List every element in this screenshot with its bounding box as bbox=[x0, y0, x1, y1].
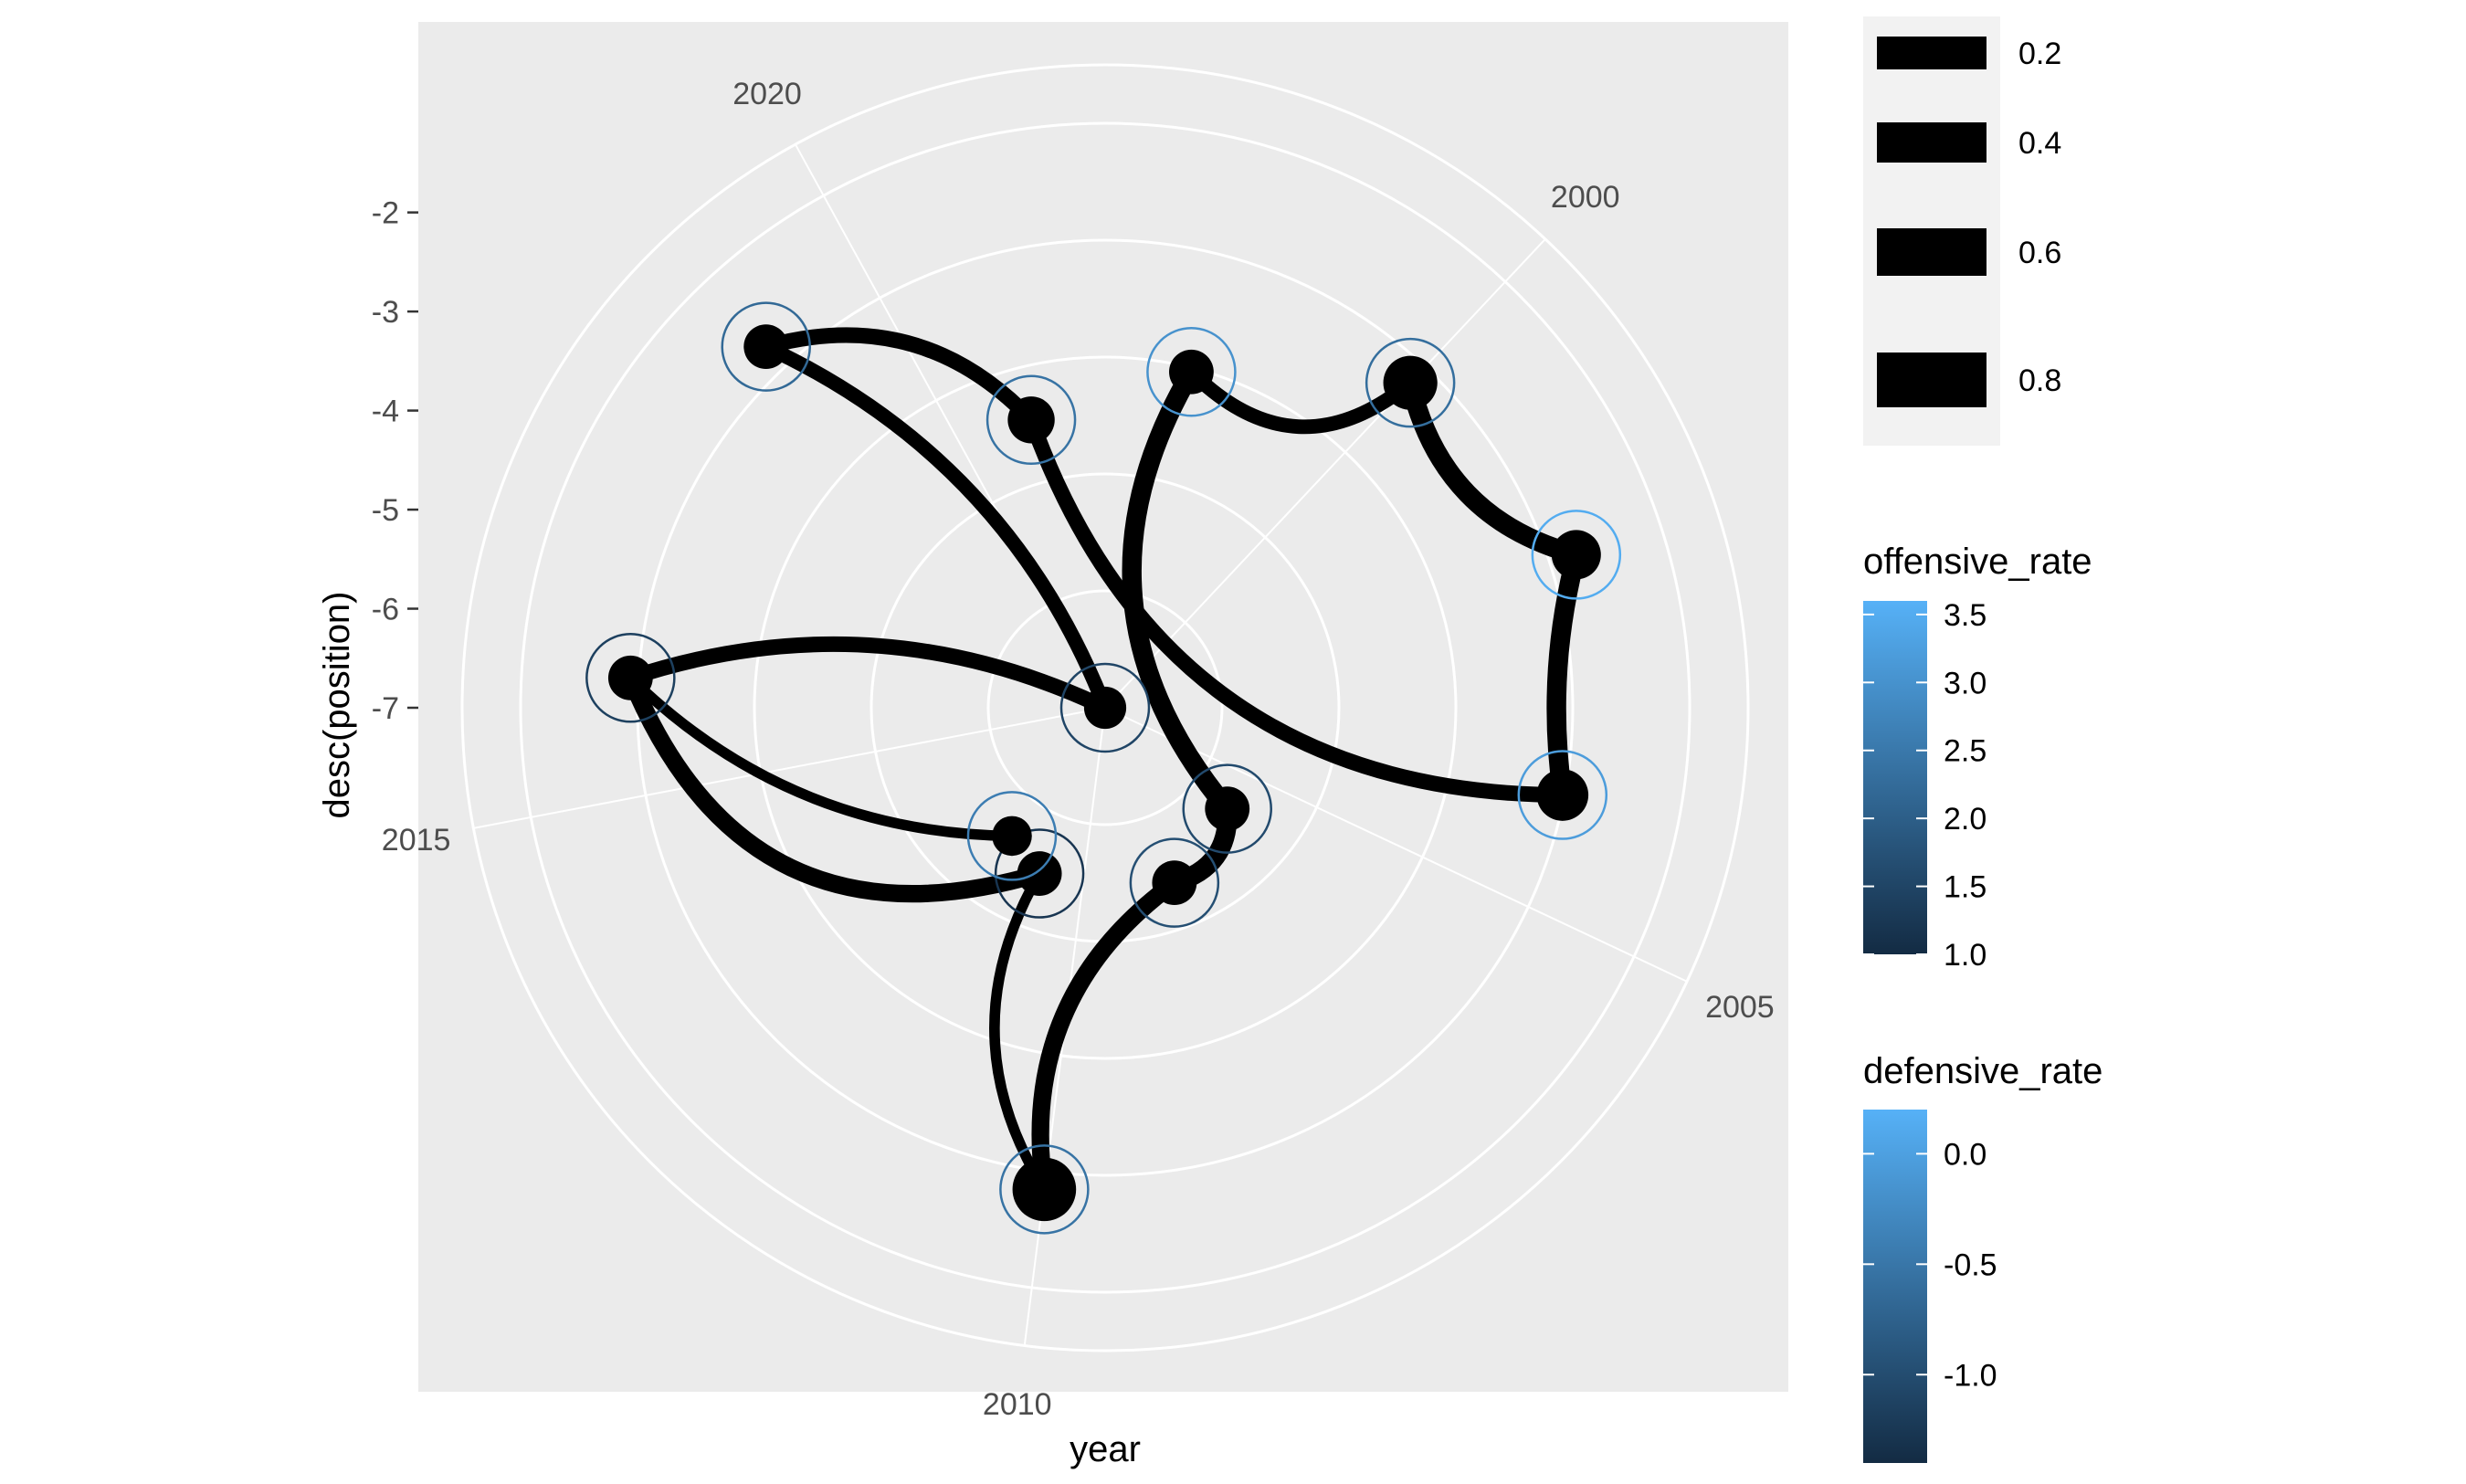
offensive-legend-label: 1.0 bbox=[1944, 938, 1986, 973]
grid-circle bbox=[753, 355, 1458, 1060]
data-point bbox=[607, 655, 653, 700]
offensive-legend-title: offensive_rate bbox=[1863, 542, 2092, 582]
point-ring bbox=[966, 791, 1058, 881]
y-tick-label: -6 bbox=[372, 593, 399, 627]
data-point bbox=[1551, 530, 1601, 580]
defensive-legend-label: 0.0 bbox=[1944, 1137, 1986, 1172]
point-ring bbox=[1146, 327, 1237, 417]
data-point bbox=[1169, 349, 1214, 395]
path-segment bbox=[1184, 364, 1418, 435]
point-ring bbox=[1182, 763, 1272, 854]
data-point bbox=[1083, 686, 1127, 730]
grid-circle bbox=[519, 121, 1691, 1294]
y-tick-label: -5 bbox=[372, 493, 399, 528]
grid-spoke bbox=[473, 707, 1106, 829]
size-legend-label: 0.8 bbox=[2018, 363, 2061, 398]
offensive-legend-label: 2.0 bbox=[1944, 802, 1986, 837]
angle-tick-label: 2020 bbox=[732, 77, 802, 111]
data-point bbox=[1012, 1157, 1077, 1222]
path-layer bbox=[621, 327, 1586, 1198]
y-tick-label: -2 bbox=[372, 196, 399, 231]
size-legend-point bbox=[1904, 353, 1959, 407]
data-point bbox=[1205, 786, 1250, 832]
path-segment bbox=[758, 327, 1039, 428]
path-segment bbox=[1400, 373, 1586, 565]
path-segment bbox=[625, 672, 1017, 842]
defensive-legend-label: -1.0 bbox=[1944, 1358, 1997, 1393]
data-point bbox=[1383, 355, 1438, 410]
point-layer bbox=[585, 301, 1622, 1235]
path-segment bbox=[758, 339, 1112, 715]
data-point bbox=[1536, 769, 1589, 821]
point-ring bbox=[985, 374, 1077, 466]
y-tick-label: -7 bbox=[372, 691, 399, 726]
size-legend-point bbox=[1908, 228, 1955, 276]
point-ring bbox=[1517, 750, 1608, 840]
offensive-legend-label: 1.5 bbox=[1944, 870, 1986, 905]
data-point bbox=[992, 816, 1032, 857]
angle-tick-label: 2000 bbox=[1551, 180, 1620, 215]
legend-layer: 0.2 0.4 0.6 0.8 offensive_rate 3.5 3.0 2.5 2.0 1.… bbox=[1863, 16, 2102, 1463]
point-ring bbox=[1129, 837, 1220, 928]
angle-tick-label: 2005 bbox=[1705, 990, 1775, 1025]
point-ring bbox=[721, 301, 811, 392]
point-ring bbox=[994, 828, 1085, 919]
size-legend-label: 0.2 bbox=[2018, 37, 2061, 71]
size-legend-point bbox=[1915, 37, 1948, 69]
point-ring bbox=[1531, 510, 1622, 600]
offensive-legend-label: 3.0 bbox=[1944, 666, 1986, 700]
offensive-legend-label: 2.5 bbox=[1944, 734, 1986, 769]
path-segment bbox=[989, 868, 1050, 1195]
size-legend-point bbox=[1912, 122, 1952, 163]
path-segment bbox=[621, 668, 1049, 903]
y-axis-title: desc(position) bbox=[317, 591, 357, 818]
defensive-legend-colorbar bbox=[1863, 1110, 1927, 1463]
axis-layer: -2 -3 -4 -5 -6 -7 bbox=[372, 196, 418, 726]
defensive-legend-title: defensive_rate bbox=[1863, 1051, 2102, 1091]
size-legend-label: 0.4 bbox=[2018, 126, 2061, 161]
offensive-legend-label: 3.5 bbox=[1944, 598, 1986, 633]
defensive-legend-label: -0.5 bbox=[1944, 1247, 1997, 1282]
grid-circle bbox=[460, 63, 1750, 1352]
point-ring bbox=[585, 633, 676, 723]
data-point bbox=[1017, 851, 1062, 896]
y-tick-label: -3 bbox=[372, 295, 399, 330]
data-point bbox=[1007, 396, 1055, 444]
path-segment bbox=[1031, 874, 1184, 1198]
point-ring bbox=[1365, 337, 1456, 428]
path-segment bbox=[622, 636, 1113, 716]
y-tick-label: -4 bbox=[372, 395, 399, 429]
offensive-legend-colorbar bbox=[1863, 601, 1927, 954]
point-ring bbox=[999, 1144, 1090, 1235]
path-segment bbox=[1023, 412, 1571, 804]
data-point bbox=[743, 324, 789, 370]
angle-tick-label: 2015 bbox=[382, 823, 451, 858]
data-point bbox=[1152, 860, 1197, 906]
path-segment bbox=[1546, 544, 1586, 805]
grid-circle bbox=[986, 589, 1224, 826]
angle-tick-label: 2010 bbox=[983, 1387, 1052, 1422]
x-axis-title: year bbox=[1070, 1429, 1141, 1469]
size-legend-label: 0.6 bbox=[2018, 236, 2061, 270]
grid-spoke bbox=[1104, 707, 1688, 983]
grid-spoke bbox=[1104, 238, 1546, 709]
point-ring bbox=[1059, 662, 1151, 753]
